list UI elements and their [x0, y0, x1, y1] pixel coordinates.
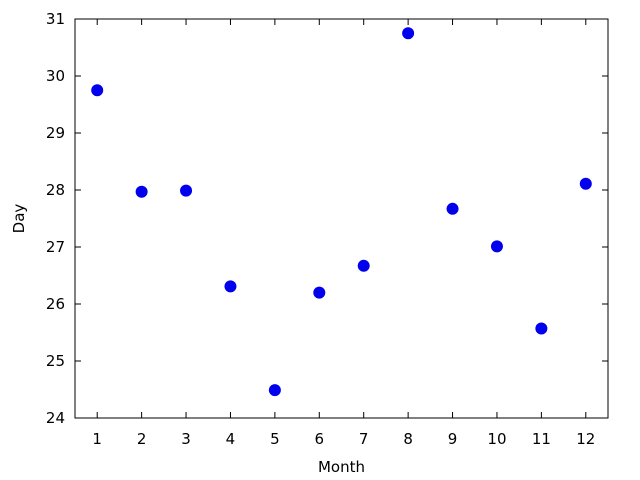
- y-tick-label: 27: [46, 238, 65, 256]
- data-points: [91, 27, 592, 397]
- x-tick-label: 11: [532, 430, 551, 448]
- x-tick-label: 8: [403, 430, 413, 448]
- data-point: [180, 184, 193, 197]
- data-point: [446, 202, 459, 215]
- x-tick-label: 2: [137, 430, 147, 448]
- y-axis-label: Day: [10, 204, 28, 234]
- x-tick-label: 5: [270, 430, 280, 448]
- x-tick-label: 1: [92, 430, 102, 448]
- data-point: [490, 240, 503, 253]
- y-tick-label: 28: [46, 181, 65, 199]
- data-point: [224, 280, 237, 293]
- data-point: [402, 27, 415, 40]
- x-tick-label: 4: [226, 430, 236, 448]
- x-tick-label: 6: [315, 430, 325, 448]
- x-tick-label: 10: [487, 430, 506, 448]
- data-point: [268, 384, 281, 397]
- y-tick-label: 25: [46, 352, 65, 370]
- y-tick-label: 30: [46, 67, 65, 85]
- x-tick-label: 7: [359, 430, 369, 448]
- y-tick-label: 29: [46, 124, 65, 142]
- y-tick-label: 24: [46, 409, 65, 427]
- data-point: [579, 177, 592, 190]
- x-tick-label: 3: [181, 430, 191, 448]
- x-tick-label: 9: [448, 430, 458, 448]
- x-tick-label: 12: [576, 430, 595, 448]
- data-point: [135, 185, 148, 198]
- data-point: [357, 259, 370, 272]
- y-tick-label: 26: [46, 295, 65, 313]
- data-point: [91, 84, 104, 97]
- x-tick-labels: 1 2 3 4 5 6 7 8 9 10 11 12: [92, 430, 595, 448]
- plot-frame: [74, 18, 609, 419]
- axis-ticks: [75, 18, 608, 419]
- data-point: [535, 322, 548, 335]
- y-tick-labels: 24 25 26 27 28 29 30 31: [46, 10, 65, 427]
- data-point: [313, 286, 326, 299]
- x-axis-label: Month: [318, 458, 365, 476]
- y-tick-label: 31: [46, 10, 65, 28]
